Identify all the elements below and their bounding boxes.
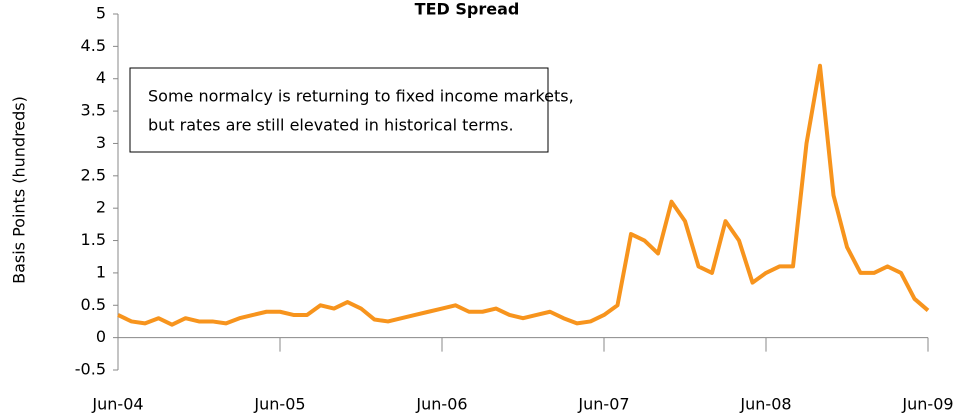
y-axis-label: Basis Points (hundreds): [10, 96, 29, 284]
chart-title: TED Spread: [415, 0, 520, 19]
y-tick-label: 5: [96, 4, 106, 23]
annotation-text: Some normalcy is returning to fixed inco…: [148, 87, 574, 106]
x-tick-label: Jun-07: [577, 395, 629, 414]
y-tick-label: -0.5: [75, 360, 106, 379]
y-tick-label: 2: [96, 198, 106, 217]
annotation-box: [129, 67, 549, 153]
annotation-text: but rates are still elevated in historic…: [148, 116, 514, 135]
y-tick-label: 0: [96, 327, 106, 346]
y-tick-label: 1: [96, 262, 106, 281]
y-tick-label: 4: [96, 68, 106, 87]
y-tick-label: 1.5: [81, 230, 106, 249]
x-tick-label: Jun-04: [91, 395, 143, 414]
y-tick-label: 4.5: [81, 36, 106, 55]
x-tick-label: Jun-08: [739, 395, 791, 414]
y-tick-label: 3.5: [81, 101, 106, 120]
data-line: [117, 63, 930, 327]
y-tick-label: 0.5: [81, 295, 106, 314]
x-tick-label: Jun-05: [253, 395, 305, 414]
x-tick-label: Jun-06: [415, 395, 467, 414]
x-tick-label: Jun-09: [901, 395, 953, 414]
y-tick-label: 2.5: [81, 165, 106, 184]
y-tick-label: 3: [96, 133, 106, 152]
